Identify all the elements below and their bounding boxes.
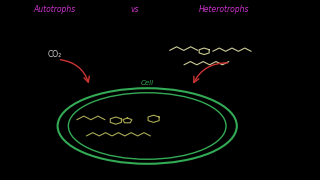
Text: CO₂: CO₂ <box>48 50 62 59</box>
Text: Cell: Cell <box>140 80 154 86</box>
Text: Autotrophs: Autotrophs <box>33 5 76 14</box>
Text: vs: vs <box>130 5 139 14</box>
Text: Heterotrophs: Heterotrophs <box>199 5 249 14</box>
